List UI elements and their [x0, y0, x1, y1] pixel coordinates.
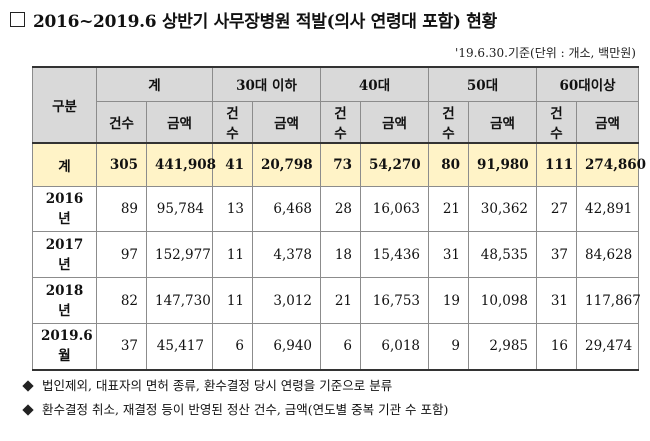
checkbox-icon [10, 11, 25, 27]
cell-amount: 2,985 [468, 323, 538, 370]
cell-amount: 117,867 [576, 277, 641, 324]
cell-count: 37 [96, 323, 147, 370]
cell-count: 73 [320, 141, 362, 187]
table-row: 2018년 82 147,730 11 3,012 21 16,753 19 1… [32, 277, 641, 324]
group-header-60s: 60대이상 [536, 66, 640, 102]
cell-amount: 84,628 [576, 231, 640, 278]
cell-amount: 3,012 [252, 277, 322, 324]
sub-header-count: 건수 [536, 100, 578, 143]
cell-count: 80 [428, 141, 470, 187]
cell-count: 18 [320, 231, 362, 278]
cell-amount: 10,098 [468, 277, 538, 324]
diamond-bullet-icon [22, 380, 34, 392]
table-row-total: 계 305 441,908 41 20,798 73 54,270 80 91,… [32, 141, 646, 187]
cell-count: 11 [212, 231, 254, 278]
cell-count: 6 [320, 323, 362, 370]
row-label: 2018년 [32, 277, 97, 324]
cell-amount: 152,977 [145, 231, 214, 278]
header-row-sub: 건수 금액 건수 금액 건수 금액 건수 금액 건수 금액 [33, 100, 640, 143]
sub-header-count: 건수 [96, 100, 147, 143]
sub-header-count: 건수 [428, 100, 470, 143]
cell-amount: 6,018 [360, 323, 430, 370]
cell-amount: 20,798 [252, 141, 322, 187]
sub-header-count: 건수 [212, 100, 254, 143]
footnote-text: 법인제외, 대표자의 면허 종류, 환수결정 당시 연령을 기준으로 분류 [42, 378, 393, 393]
document-title: 2016~2019.6 상반기 사무장병원 적발(의사 연령대 포함) 현황 [10, 6, 497, 32]
row-label: 2019.6월 [32, 323, 97, 370]
cell-amount: 6,940 [252, 323, 322, 370]
cell-count: 19 [428, 277, 470, 324]
cell-amount: 91,980 [468, 141, 538, 187]
row-label: 계 [32, 141, 97, 187]
cell-count: 305 [96, 141, 147, 187]
table-row: 2016년 89 95,784 13 6,468 28 16,063 21 30… [32, 186, 640, 232]
cell-amount: 15,436 [360, 231, 430, 278]
row-label: 2017년 [32, 231, 97, 278]
cell-count: 111 [536, 141, 578, 187]
footnote-text: 환수결정 취소, 재결정 등이 반영된 정산 건수, 금액(연도별 중복 기관 … [42, 402, 449, 417]
sub-header-amount: 금액 [576, 100, 640, 143]
cell-amount: 4,378 [252, 231, 322, 278]
cell-count: 21 [428, 186, 470, 232]
cell-count: 41 [212, 141, 254, 187]
stats-table: 구분 계 30대 이하 40대 50대 60대이상 건수 금액 건수 금액 건수… [32, 66, 646, 371]
sub-header-count: 건수 [320, 100, 362, 143]
group-header-total: 계 [95, 66, 214, 102]
cell-count: 97 [96, 231, 147, 278]
cell-amount: 30,362 [468, 186, 538, 232]
sub-header-amount: 금액 [360, 100, 430, 143]
diamond-bullet-icon [22, 404, 34, 416]
group-header-40s: 40대 [320, 66, 430, 102]
unit-note: '19.6.30.기준(단위 : 개소, 백만원) [455, 46, 636, 60]
cell-count: 28 [320, 186, 362, 232]
cell-amount: 441,908 [145, 141, 216, 187]
cell-count: 21 [320, 277, 362, 324]
cell-amount: 16,063 [360, 186, 430, 232]
cell-count: 9 [428, 323, 470, 370]
footnote-item: 환수결정 취소, 재결정 등이 반영된 정산 건수, 금액(연도별 중복 기관 … [22, 398, 448, 422]
table-row: 2019.6월 37 45,417 6 6,940 6 6,018 9 2,98… [32, 323, 640, 370]
cell-count: 27 [536, 186, 578, 232]
cell-count: 16 [536, 323, 578, 370]
cell-count: 89 [96, 186, 147, 232]
cell-count: 82 [96, 277, 147, 324]
footnote-item: 법인제외, 대표자의 면허 종류, 환수결정 당시 연령을 기준으로 분류 [22, 374, 448, 398]
cell-amount: 42,891 [576, 186, 640, 232]
cell-count: 11 [212, 277, 254, 324]
group-header-50s: 50대 [428, 66, 538, 102]
cell-amount: 95,784 [145, 186, 214, 232]
table-row: 2017년 97 152,977 11 4,378 18 15,436 31 4… [32, 231, 640, 278]
cell-count: 13 [212, 186, 254, 232]
row-label: 2016년 [32, 186, 97, 232]
cell-amount: 48,535 [468, 231, 538, 278]
sub-header-amount: 금액 [145, 100, 214, 143]
footnotes: 법인제외, 대표자의 면허 종류, 환수결정 당시 연령을 기준으로 분류 환수… [22, 374, 448, 422]
cell-amount: 29,474 [576, 323, 640, 370]
cell-amount: 45,417 [145, 323, 214, 370]
row-header: 구분 [32, 66, 97, 143]
cell-amount: 6,468 [252, 186, 322, 232]
cell-count: 31 [536, 277, 578, 324]
cell-count: 37 [536, 231, 578, 278]
cell-count: 31 [428, 231, 470, 278]
sub-header-amount: 금액 [468, 100, 538, 143]
cell-amount: 54,270 [360, 141, 430, 187]
cell-amount: 147,730 [145, 277, 214, 324]
sub-header-amount: 금액 [252, 100, 322, 143]
cell-amount: 274,860 [576, 141, 646, 187]
title-text: 2016~2019.6 상반기 사무장병원 적발(의사 연령대 포함) 현황 [33, 11, 497, 32]
cell-count: 6 [212, 323, 254, 370]
group-header-30s: 30대 이하 [212, 66, 322, 102]
cell-amount: 16,753 [360, 277, 430, 324]
header-row-groups: 구분 계 30대 이하 40대 50대 60대이상 [32, 66, 640, 143]
